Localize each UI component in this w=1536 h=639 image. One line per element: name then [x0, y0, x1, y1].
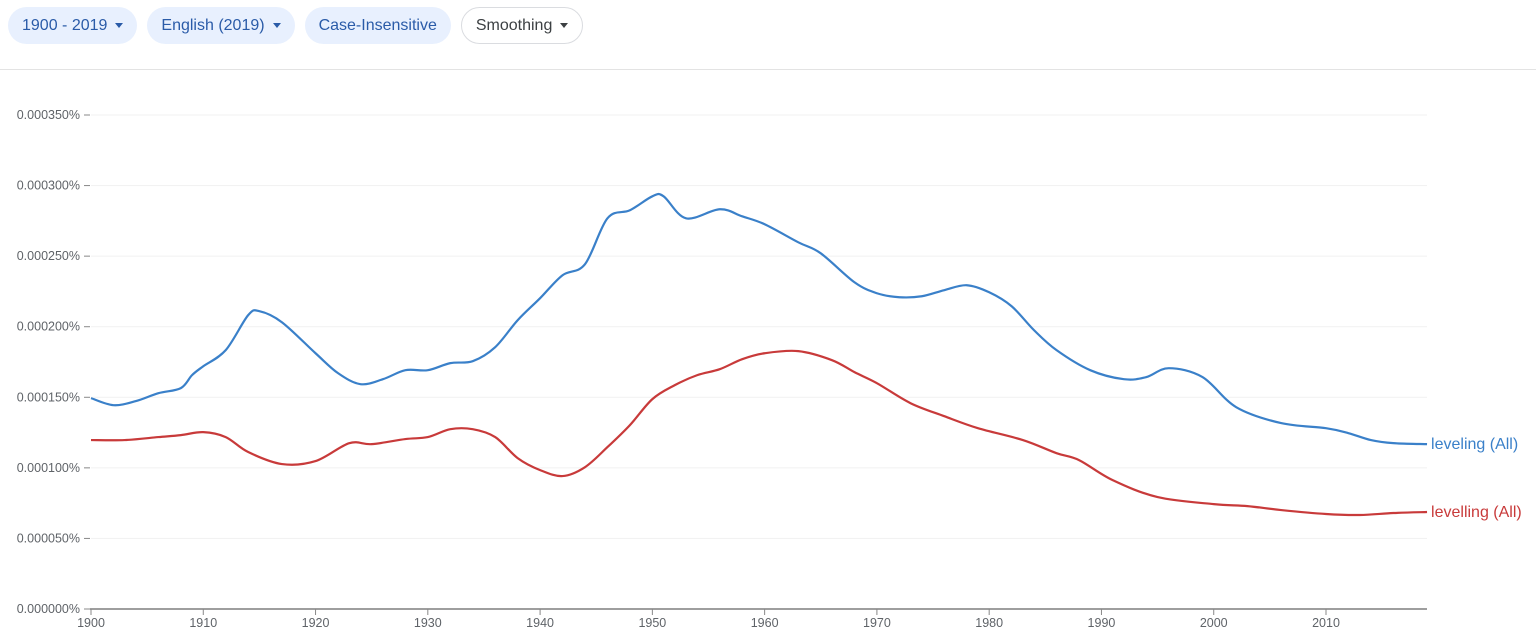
case-insensitive-toggle[interactable]: Case-Insensitive	[304, 7, 451, 44]
caret-down-icon	[115, 23, 124, 28]
x-tick-label: 1930	[414, 616, 442, 630]
year-range-dropdown[interactable]: 1900 - 2019	[8, 7, 138, 44]
toolbar-divider	[0, 69, 1536, 70]
y-tick-label: 0.000300%	[17, 179, 80, 193]
y-tick-label: 0.000100%	[17, 461, 80, 475]
year-range-label: 1900 - 2019	[22, 16, 108, 34]
x-tick-label: 1950	[638, 616, 666, 630]
x-tick-label: 1990	[1088, 616, 1116, 630]
x-tick-label: 1910	[189, 616, 217, 630]
y-tick-label: 0.000050%	[17, 531, 80, 545]
toolbar: 1900 - 2019 English (2019) Case-Insensit…	[8, 7, 584, 44]
case-label: Case-Insensitive	[318, 16, 437, 34]
smoothing-label: Smoothing	[475, 16, 553, 34]
caret-down-icon	[560, 23, 569, 28]
series-line-levelling[interactable]	[90, 349, 1428, 517]
x-tick-label: 2010	[1312, 616, 1340, 630]
x-tick-label: 2000	[1200, 616, 1228, 630]
smoothing-dropdown[interactable]: Smoothing	[460, 7, 584, 44]
x-tick-label: 1980	[975, 616, 1003, 630]
x-tick-label: 1970	[863, 616, 891, 630]
y-tick-label: 0.000200%	[17, 320, 80, 334]
caret-down-icon	[272, 23, 281, 28]
x-tick-label: 1940	[526, 616, 554, 630]
x-tick-label: 1920	[302, 616, 330, 630]
series-label-leveling[interactable]: leveling (All)	[1431, 436, 1518, 453]
y-tick-label: 0.000150%	[17, 390, 80, 404]
y-tick-label: 0.000250%	[17, 249, 80, 263]
corpus-dropdown[interactable]: English (2019)	[147, 7, 295, 44]
x-tick-label: 1900	[77, 616, 105, 630]
x-tick-label: 1960	[751, 616, 779, 630]
y-tick-label: 0.000350%	[17, 108, 80, 122]
corpus-label: English (2019)	[161, 16, 265, 34]
series-line-leveling[interactable]	[90, 192, 1428, 446]
series-label-levelling[interactable]: levelling (All)	[1431, 504, 1522, 521]
y-tick-label: 0.000000%	[17, 602, 80, 616]
